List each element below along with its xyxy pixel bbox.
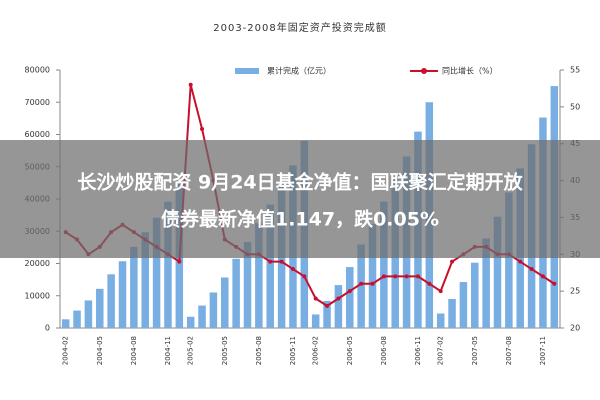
- x-tick-label: 2006-02: [312, 336, 320, 365]
- bar: [118, 261, 127, 328]
- bar: [266, 204, 274, 328]
- legend-swatch: [235, 68, 259, 74]
- bar: [96, 288, 104, 328]
- bar: [505, 192, 513, 328]
- y-tick-label: 0: [45, 324, 50, 333]
- x-tick-label: 2004-02: [62, 336, 70, 365]
- bar: [73, 310, 81, 328]
- point: [359, 281, 364, 286]
- bar: [107, 274, 115, 328]
- point: [540, 274, 545, 279]
- bar: [255, 223, 263, 328]
- point: [302, 274, 307, 279]
- point: [188, 82, 193, 87]
- y2-tick-label: 55: [570, 66, 580, 75]
- bar: [209, 292, 218, 328]
- bar: [334, 285, 343, 328]
- point: [290, 267, 295, 272]
- point: [325, 303, 330, 308]
- x-tick-label: 2005-08: [255, 336, 263, 365]
- bar: [368, 224, 377, 328]
- bar: [221, 277, 229, 328]
- overlay: 长沙炒股配资 9月24日基金净值：国联聚汇定期开放 债券最新净值1.147，跌0…: [0, 140, 600, 258]
- x-tick-label: 2006-08: [380, 336, 388, 365]
- point: [336, 296, 341, 301]
- y2-tick-label: 50: [570, 102, 580, 111]
- y-tick-label: 70000: [25, 98, 50, 107]
- bar: [152, 217, 161, 328]
- bar: [243, 241, 252, 328]
- x-tick-label: 2007-08: [505, 336, 513, 365]
- point: [518, 259, 523, 264]
- point: [370, 281, 375, 286]
- point: [450, 259, 455, 264]
- point: [347, 289, 352, 294]
- bar: [493, 216, 502, 328]
- bar: [459, 282, 468, 328]
- point: [393, 274, 398, 279]
- y2-tick-label: 20: [570, 324, 580, 333]
- bar: [164, 201, 172, 328]
- x-tick-label: 2007-02: [437, 336, 445, 365]
- bar: [232, 258, 240, 328]
- y-tick-label: 80000: [25, 66, 50, 75]
- legend-label: 累计完成（亿元）: [267, 66, 331, 76]
- point: [200, 126, 205, 131]
- x-tick-label: 2004-11: [164, 336, 172, 365]
- x-tick-label: 2006-11: [414, 336, 422, 365]
- bar: [436, 313, 445, 328]
- bar: [311, 314, 320, 328]
- x-tick-label: 2005-05: [221, 336, 229, 365]
- bar: [357, 244, 365, 328]
- point: [279, 259, 284, 264]
- y-tick-label: 60000: [25, 130, 50, 139]
- point: [404, 274, 409, 279]
- banner-line: 债券最新净值1.147，跌0.05%: [161, 208, 439, 231]
- y-tick-label: 20000: [25, 259, 50, 268]
- bar: [130, 246, 138, 328]
- point: [268, 259, 273, 264]
- point: [415, 274, 420, 279]
- bar: [198, 305, 206, 328]
- banner-line: 长沙炒股配资 9月24日基金净值：国联聚汇定期开放: [77, 171, 523, 194]
- legend-swatch: [421, 68, 427, 74]
- bar: [482, 238, 490, 328]
- point: [313, 296, 318, 301]
- bar: [471, 262, 479, 328]
- chart-title: 2003-2008年固定资产投资完成额: [213, 21, 387, 34]
- x-tick-label: 2005-11: [289, 336, 297, 365]
- bar: [346, 267, 354, 328]
- bar: [380, 201, 388, 328]
- bar: [84, 300, 93, 328]
- bar: [61, 319, 70, 328]
- point: [427, 281, 432, 286]
- x-tick-label: 2007-11: [539, 336, 547, 365]
- x-tick-label: 2004-05: [96, 336, 104, 365]
- point: [529, 267, 534, 272]
- banner-bg: [0, 140, 600, 258]
- legend-label: 同比增长（%）: [442, 66, 498, 76]
- point: [177, 259, 182, 264]
- y2-tick-label: 25: [570, 287, 580, 296]
- y-tick-label: 10000: [25, 291, 50, 300]
- x-tick-label: 2004-08: [130, 336, 138, 365]
- bar: [186, 316, 195, 328]
- x-tick-label: 2007-05: [471, 336, 479, 365]
- x-tick-label: 2006-05: [346, 336, 354, 365]
- point: [552, 281, 557, 286]
- point: [381, 274, 386, 279]
- bar: [141, 232, 149, 328]
- bar: [323, 300, 331, 328]
- point: [438, 289, 443, 294]
- bar: [448, 298, 456, 328]
- x-tick-label: 2005-02: [187, 336, 195, 365]
